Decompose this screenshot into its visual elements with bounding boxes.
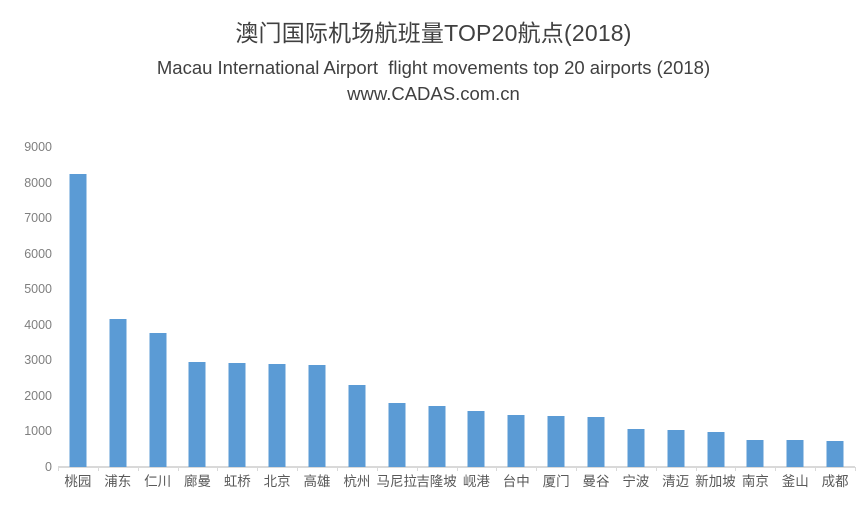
x-axis-tickmark xyxy=(97,467,99,471)
x-axis-tickmark xyxy=(257,467,259,471)
bar[interactable] xyxy=(707,431,725,467)
x-axis-tickmark xyxy=(855,467,856,471)
x-axis-tickmark xyxy=(137,467,139,471)
y-axis: 9000 8000 7000 6000 5000 4000 3000 2000 1000 0 xyxy=(0,141,58,474)
x-axis-label: 浦东 xyxy=(104,474,132,489)
bar[interactable] xyxy=(149,333,167,467)
bar-slot xyxy=(775,147,815,471)
bar-slot xyxy=(655,147,696,471)
x-axis-label: 台中 xyxy=(502,474,530,489)
y-axis-tick-label: 4000 xyxy=(24,317,52,332)
y-axis-tick-label: 3000 xyxy=(24,353,52,368)
bar[interactable] xyxy=(746,439,764,467)
bar-slot xyxy=(257,147,297,471)
x-axis-tickmark xyxy=(695,467,697,471)
bar-slot xyxy=(496,147,536,471)
y-axis-tick-label: 9000 xyxy=(24,140,52,154)
bar[interactable] xyxy=(507,415,525,467)
bar-slot xyxy=(177,147,218,471)
bar-series xyxy=(58,147,856,471)
y-axis-tick-label: 2000 xyxy=(24,388,52,403)
bar[interactable] xyxy=(109,319,127,467)
y-axis-tick-label: 5000 xyxy=(24,282,52,297)
x-axis-tickmark xyxy=(735,467,737,471)
bar[interactable] xyxy=(348,384,366,467)
y-axis-tick-label: 8000 xyxy=(24,175,52,190)
x-axis-tickmark xyxy=(416,467,418,471)
bar-slot xyxy=(217,147,257,471)
x-axis-tickmark xyxy=(58,467,59,471)
bar[interactable] xyxy=(268,364,286,467)
bar[interactable] xyxy=(667,430,685,467)
x-axis-tickmark xyxy=(456,467,458,471)
bar[interactable] xyxy=(308,364,326,467)
x-axis-label: 曼谷 xyxy=(582,474,610,489)
x-axis-label: 桃园 xyxy=(64,474,92,489)
x-axis-tickmark xyxy=(297,467,299,471)
bar[interactable] xyxy=(428,405,446,467)
x-axis-label: 釜山 xyxy=(781,474,809,489)
bar[interactable] xyxy=(587,416,605,467)
x-axis-tickmark xyxy=(496,467,498,471)
x-axis-tickmark xyxy=(177,467,179,471)
bar[interactable] xyxy=(547,416,565,467)
x-axis-tickmark xyxy=(217,467,219,471)
bar-slot xyxy=(58,147,98,471)
x-axis-label: 新加坡 xyxy=(695,474,736,489)
x-axis-tickmark xyxy=(615,467,617,471)
bar-slot xyxy=(297,147,337,471)
x-axis-label: 吉隆坡 xyxy=(416,474,457,489)
bar[interactable] xyxy=(228,363,246,467)
bar-slot xyxy=(376,147,417,471)
y-axis-tick-label: 1000 xyxy=(24,424,52,439)
bar-slot xyxy=(536,147,576,471)
bar[interactable] xyxy=(467,410,485,467)
x-axis-tickmark xyxy=(655,467,657,471)
bar-slot xyxy=(336,147,377,471)
y-axis-tick-label: 6000 xyxy=(24,246,52,261)
x-axis-tickmark xyxy=(536,467,538,471)
bar-slot xyxy=(576,147,616,471)
chart-subtitle: Macau International Airport flight movem… xyxy=(156,57,711,78)
chart-title-block: 澳门国际机场航班量TOP20航点(2018) Macau Internation… xyxy=(0,18,867,106)
x-axis-label: 成都 xyxy=(821,474,849,489)
bar-slot xyxy=(456,147,497,471)
bar-slot xyxy=(416,147,457,471)
x-axis-label: 宁波 xyxy=(622,474,650,489)
x-axis-label: 厦门 xyxy=(542,474,570,489)
bar-slot xyxy=(137,147,178,471)
bar-slot xyxy=(615,147,656,471)
x-axis-label: 清迈 xyxy=(662,474,690,489)
bar[interactable] xyxy=(69,173,87,467)
x-axis-tickmark xyxy=(576,467,578,471)
y-axis-tick-label: 7000 xyxy=(24,211,52,226)
x-axis-label: 南京 xyxy=(741,474,769,489)
x-axis-label: 北京 xyxy=(263,474,291,489)
bar[interactable] xyxy=(826,440,844,467)
bar-slot xyxy=(815,147,855,471)
x-axis-label: 仁川 xyxy=(144,474,172,489)
x-axis-tickmark xyxy=(815,467,817,471)
bar-slot xyxy=(97,147,138,471)
bar[interactable] xyxy=(188,361,206,467)
x-axis-label: 廊曼 xyxy=(183,474,211,489)
bar[interactable] xyxy=(388,402,406,467)
x-axis-tickmark xyxy=(775,467,777,471)
bar[interactable] xyxy=(786,440,804,467)
x-axis-label: 高雄 xyxy=(303,474,331,489)
page-title: 澳门国际机场航班量TOP20航点(2018) xyxy=(235,20,632,46)
x-axis-label: 马尼拉 xyxy=(376,474,417,489)
chart-source-url: www.CADAS.com.cn xyxy=(347,83,520,104)
x-axis-tickmark xyxy=(336,467,338,471)
bar-slot xyxy=(735,147,775,471)
x-axis-labels: 桃园 浦东 仁川 廊曼 虹桥 北京 高雄 杭州 马尼拉 吉隆坡 岘港 台中 厦门 曼谷 宁波 清迈 新加坡 南京釜… xyxy=(58,472,855,502)
bar-slot xyxy=(695,147,736,471)
bar[interactable] xyxy=(627,428,645,467)
x-axis-tickmark xyxy=(376,467,378,471)
y-axis-tick-label: 0 xyxy=(45,460,52,474)
x-axis-label: 虹桥 xyxy=(223,474,251,489)
x-axis-label: 杭州 xyxy=(343,474,371,489)
x-axis-label: 岘港 xyxy=(462,474,490,489)
